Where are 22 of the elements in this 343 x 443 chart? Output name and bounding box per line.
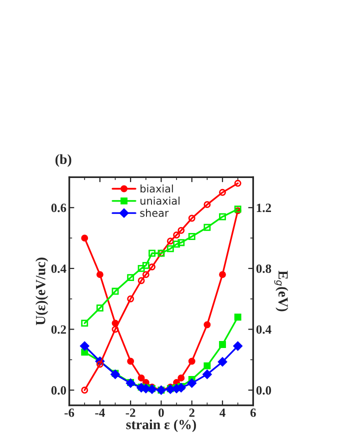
x-tick-label: 2 [189, 408, 194, 417]
y2-tick-label: 1.2 [256, 204, 271, 212]
x-tick-label: -4 [95, 408, 105, 417]
x-tick-label: 0 [158, 408, 164, 417]
y2-tick-label: 0.4 [256, 325, 272, 334]
y-axis-title: U(ε)(eV/uc) [36, 258, 48, 326]
y-tick-label: 0.0 [51, 386, 66, 395]
y2-axis-title: E$_{g}$(eV) [274, 270, 288, 312]
x-tick-label: -6 [64, 408, 74, 417]
chart-title: (b) [55, 154, 72, 167]
y2-tick-label: 0.8 [256, 264, 272, 273]
y2-tick-label: 0.0 [256, 386, 272, 395]
x-tick-label: -2 [126, 408, 136, 417]
y-tick-label: 0.6 [51, 204, 66, 212]
x-tick-label: 4 [220, 408, 226, 417]
legend-label: biaxial [140, 184, 173, 193]
legend-label: shear [140, 208, 169, 217]
x-axis-title: strain ε (%) [126, 419, 196, 432]
y-tick-label: 0.2 [51, 325, 66, 334]
y-tick-label: 0.4 [51, 264, 66, 273]
x-tick-label: 6 [250, 408, 256, 417]
legend-label: uniaxial [140, 196, 180, 205]
